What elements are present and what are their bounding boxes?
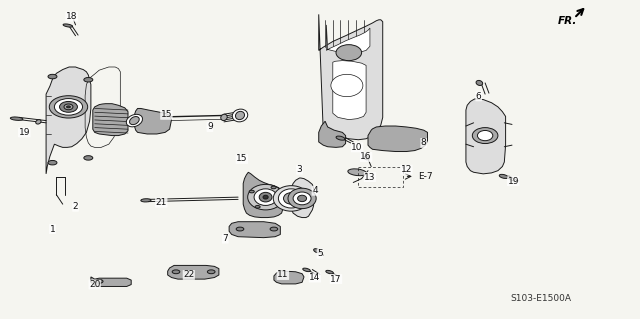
Ellipse shape: [298, 195, 307, 202]
Ellipse shape: [284, 193, 299, 204]
Ellipse shape: [331, 74, 363, 97]
Ellipse shape: [336, 45, 362, 61]
Text: FR.: FR.: [558, 16, 577, 26]
Ellipse shape: [36, 120, 41, 124]
Ellipse shape: [126, 114, 143, 127]
Text: 12: 12: [401, 165, 412, 174]
Text: 18: 18: [66, 12, 77, 21]
Text: 21: 21: [156, 198, 167, 207]
Ellipse shape: [141, 199, 151, 202]
Ellipse shape: [63, 24, 72, 27]
Ellipse shape: [348, 169, 367, 176]
Ellipse shape: [54, 99, 83, 115]
Ellipse shape: [270, 227, 278, 231]
Polygon shape: [243, 172, 283, 218]
Polygon shape: [91, 277, 131, 286]
Ellipse shape: [271, 186, 276, 189]
Text: 10: 10: [351, 143, 363, 152]
Text: 14: 14: [309, 273, 321, 282]
Ellipse shape: [60, 101, 77, 112]
Text: 1: 1: [50, 225, 55, 234]
Ellipse shape: [336, 136, 345, 140]
Text: 15: 15: [236, 154, 248, 163]
Ellipse shape: [273, 186, 309, 211]
Ellipse shape: [472, 128, 498, 144]
Polygon shape: [291, 178, 314, 218]
Text: 19: 19: [508, 177, 519, 186]
Ellipse shape: [476, 80, 483, 85]
Text: 5: 5: [317, 249, 323, 258]
Ellipse shape: [248, 184, 284, 210]
Ellipse shape: [277, 202, 282, 204]
Ellipse shape: [499, 174, 508, 178]
Ellipse shape: [364, 156, 369, 160]
Polygon shape: [134, 108, 172, 134]
Polygon shape: [326, 25, 370, 54]
Polygon shape: [229, 222, 280, 238]
Ellipse shape: [232, 109, 248, 122]
Text: 8: 8: [421, 138, 426, 147]
Text: 6: 6: [476, 92, 481, 101]
Ellipse shape: [278, 189, 304, 208]
Text: 17: 17: [330, 275, 342, 284]
Ellipse shape: [255, 205, 260, 208]
Polygon shape: [319, 121, 346, 147]
Ellipse shape: [10, 117, 23, 120]
Polygon shape: [368, 126, 428, 152]
Ellipse shape: [48, 74, 57, 79]
Text: 2: 2: [73, 202, 78, 211]
Ellipse shape: [288, 188, 316, 209]
Ellipse shape: [64, 104, 73, 110]
Text: 9: 9: [207, 122, 212, 131]
Ellipse shape: [236, 227, 244, 231]
Ellipse shape: [236, 111, 244, 120]
Text: 16: 16: [360, 152, 372, 161]
Ellipse shape: [263, 195, 268, 199]
Text: E-7: E-7: [419, 172, 433, 181]
Ellipse shape: [84, 78, 93, 82]
Ellipse shape: [326, 271, 333, 274]
Ellipse shape: [84, 156, 93, 160]
Ellipse shape: [259, 192, 272, 202]
Ellipse shape: [129, 116, 140, 125]
Ellipse shape: [48, 160, 57, 165]
Text: S103-E1500A: S103-E1500A: [510, 294, 572, 303]
Text: 4: 4: [312, 186, 317, 195]
Text: 3: 3: [297, 165, 302, 174]
Text: 20: 20: [89, 280, 100, 289]
Text: 22: 22: [183, 271, 195, 279]
Text: 11: 11: [277, 271, 289, 279]
Ellipse shape: [49, 96, 88, 118]
Ellipse shape: [249, 190, 254, 193]
Ellipse shape: [293, 192, 311, 205]
Ellipse shape: [207, 270, 215, 274]
Ellipse shape: [477, 130, 493, 141]
Ellipse shape: [303, 268, 310, 271]
Ellipse shape: [221, 114, 227, 121]
Ellipse shape: [172, 270, 180, 274]
Polygon shape: [319, 14, 383, 140]
Ellipse shape: [254, 189, 277, 205]
Text: 19: 19: [19, 128, 30, 137]
Polygon shape: [93, 104, 128, 136]
Ellipse shape: [95, 279, 103, 283]
Text: 15: 15: [161, 110, 172, 119]
Bar: [358, 167, 403, 187]
Polygon shape: [168, 265, 219, 279]
Polygon shape: [466, 99, 506, 174]
Ellipse shape: [314, 249, 320, 253]
Text: 7: 7: [223, 234, 228, 243]
Polygon shape: [274, 271, 304, 284]
Ellipse shape: [67, 106, 70, 108]
Text: 13: 13: [364, 173, 376, 182]
Polygon shape: [333, 61, 366, 120]
Polygon shape: [46, 67, 91, 174]
